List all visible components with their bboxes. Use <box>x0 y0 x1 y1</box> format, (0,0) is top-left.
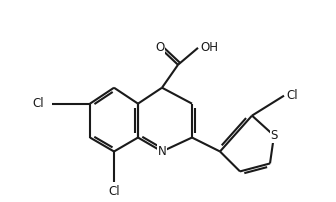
Text: N: N <box>158 145 166 158</box>
Text: Cl: Cl <box>108 185 120 198</box>
Text: S: S <box>270 129 278 142</box>
Text: O: O <box>155 41 165 54</box>
Text: Cl: Cl <box>286 89 298 102</box>
Text: OH: OH <box>200 41 218 54</box>
Text: Cl: Cl <box>32 97 44 110</box>
